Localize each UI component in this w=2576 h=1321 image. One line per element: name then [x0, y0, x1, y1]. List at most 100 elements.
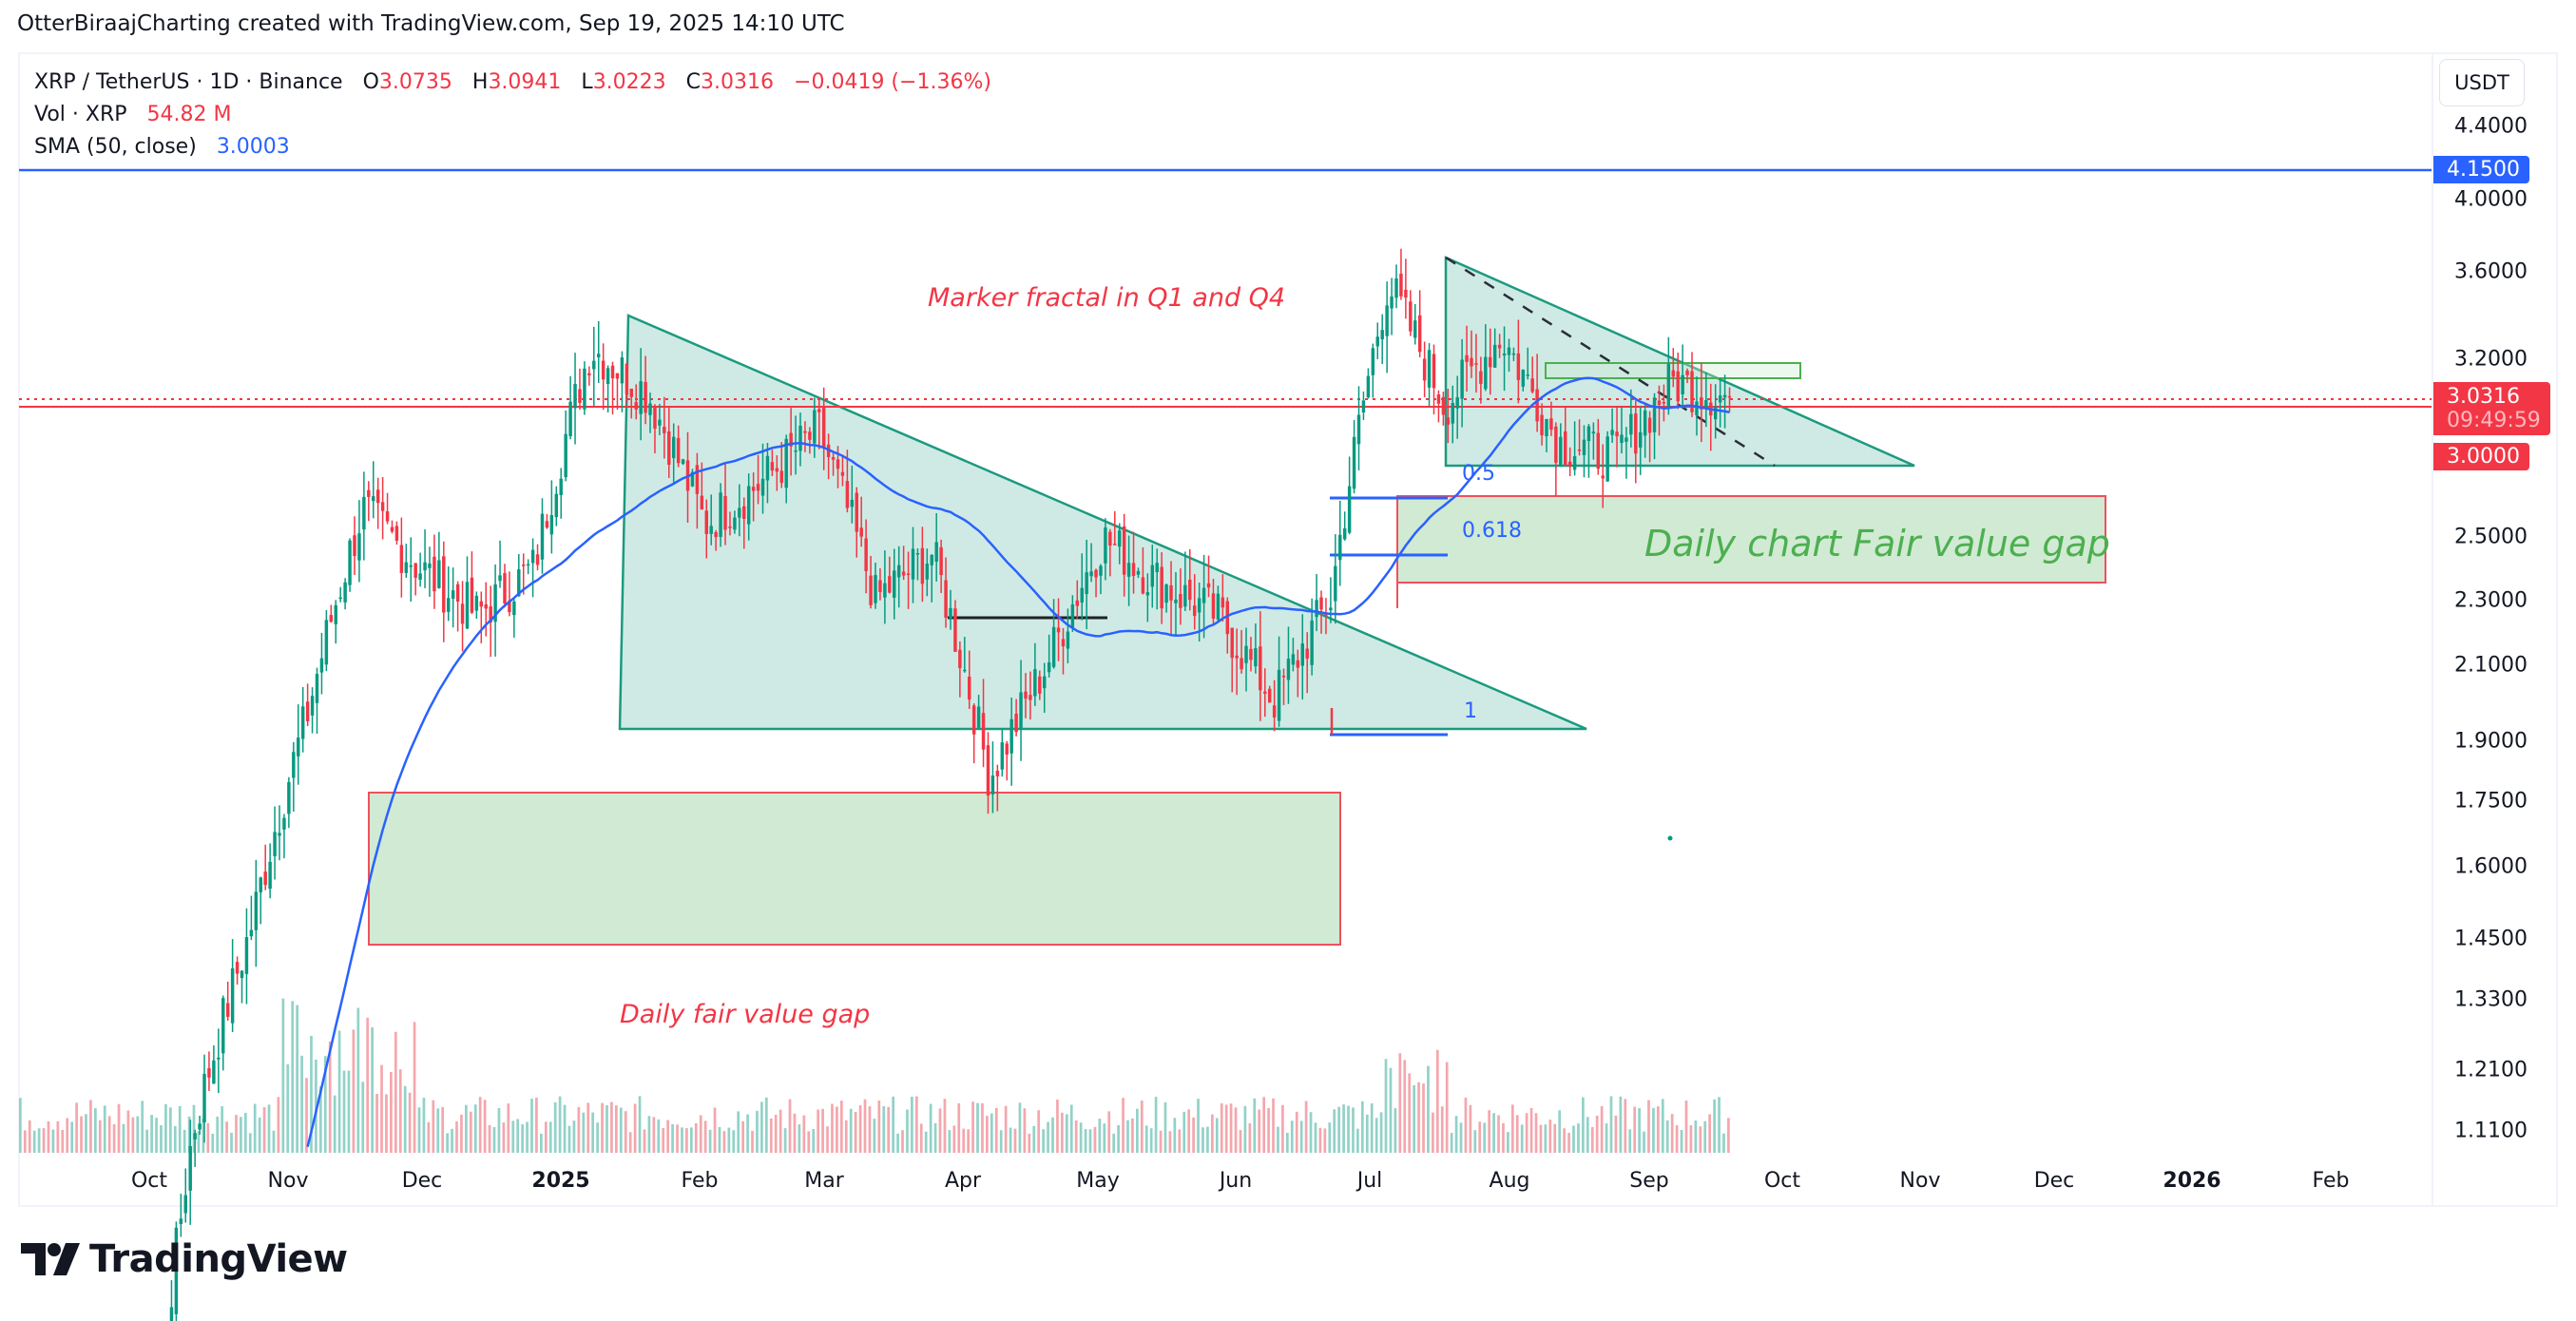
- volume-bar: [1065, 1114, 1068, 1153]
- volume-bar: [1061, 1112, 1064, 1153]
- volume-bar: [1408, 1073, 1412, 1153]
- volume-bar: [1173, 1118, 1177, 1153]
- volume-bar: [933, 1122, 937, 1153]
- candle-body: [1263, 691, 1267, 694]
- candle-body: [1647, 417, 1652, 433]
- volume-bar: [703, 1120, 707, 1153]
- volume-bar: [243, 1113, 247, 1153]
- volume-bar: [56, 1120, 60, 1153]
- currency-button[interactable]: USDT: [2439, 59, 2525, 106]
- volume-bar: [685, 1128, 688, 1153]
- volume-bar: [1243, 1105, 1247, 1153]
- candle-body: [1188, 579, 1192, 601]
- candle-body: [1347, 486, 1352, 533]
- volume-bar: [1187, 1109, 1191, 1153]
- candle-body: [1662, 402, 1666, 404]
- candle-body: [188, 1145, 192, 1191]
- volume-bar: [1600, 1105, 1604, 1153]
- volume-bar: [380, 1064, 383, 1153]
- volume-bar: [1342, 1104, 1345, 1153]
- annotation-marker-fractal[interactable]: Marker fractal in Q1 and Q4: [928, 283, 1286, 313]
- symbol-name[interactable]: XRP / TetherUS · 1D · Binance: [34, 70, 343, 94]
- volume-bar: [230, 1132, 233, 1153]
- candle-body: [1221, 597, 1225, 608]
- volume-bar: [1285, 1133, 1289, 1153]
- candle-body: [676, 437, 681, 464]
- open-key: O: [362, 70, 379, 94]
- candle-body: [620, 357, 625, 384]
- volume-bar: [1510, 1104, 1514, 1153]
- volume-bar: [300, 1055, 303, 1153]
- volume-bar: [296, 1005, 298, 1153]
- candle-body: [1104, 527, 1107, 564]
- legend-sma-row[interactable]: SMA (50, close) 3.0003: [34, 131, 991, 163]
- volume-bar: [614, 1105, 618, 1153]
- open-value: 3.0735: [378, 70, 452, 94]
- candle-body: [1713, 406, 1718, 420]
- candle-body: [319, 658, 324, 673]
- tradingview-wordmark: TradingView: [89, 1237, 348, 1281]
- volume-bar: [394, 1031, 397, 1153]
- volume-bar: [240, 1117, 242, 1153]
- volume-bar: [507, 1103, 510, 1153]
- volume-bar: [708, 1129, 712, 1153]
- volume-bar: [267, 1104, 271, 1153]
- time-tick-label: Feb: [681, 1169, 719, 1193]
- annotation-daily-chart-fvg[interactable]: Daily chart Fair value gap: [1644, 523, 2110, 565]
- candle-body: [535, 554, 540, 565]
- volume-bar: [98, 1120, 102, 1153]
- candle-body: [282, 817, 286, 830]
- candle-body: [1605, 436, 1609, 482]
- candle-body: [1610, 430, 1614, 435]
- volume-bar: [1657, 1106, 1660, 1153]
- candle-body: [1000, 742, 1005, 770]
- volume-bar: [981, 1102, 984, 1153]
- candle-body: [606, 368, 610, 385]
- volume-bar: [769, 1118, 773, 1153]
- candle-body: [995, 771, 1000, 776]
- price-axis-separator: [2432, 52, 2433, 1207]
- candle-body: [372, 496, 375, 502]
- candle-body: [493, 584, 497, 622]
- candle-body: [794, 450, 798, 452]
- candle-body: [821, 406, 826, 449]
- candle-body: [681, 459, 685, 465]
- candle-body: [587, 373, 591, 376]
- legend-symbol-row[interactable]: XRP / TetherUS · 1D · Binance O3.0735 H3…: [34, 67, 991, 99]
- volume-bar: [248, 1133, 252, 1153]
- tradingview-logo[interactable]: TradingView: [21, 1237, 348, 1281]
- volume-bar: [323, 1056, 327, 1153]
- candle-body: [530, 549, 535, 564]
- candle-body: [1126, 563, 1131, 577]
- candle-body: [1685, 370, 1689, 375]
- candle-body: [644, 381, 647, 413]
- volume-bar: [488, 1124, 491, 1153]
- volume-bar: [497, 1108, 501, 1153]
- candle-body: [695, 465, 700, 494]
- candle-body: [559, 478, 563, 495]
- volume-bar: [807, 1131, 811, 1153]
- volume-bar: [1708, 1114, 1712, 1153]
- volume-bar: [1375, 1118, 1378, 1153]
- legend-volume-row[interactable]: Vol · XRP 54.82 M: [34, 99, 991, 131]
- volume-bar: [469, 1111, 472, 1153]
- annotation-daily-fvg[interactable]: Daily fair value gap: [620, 1000, 871, 1029]
- volume-bar: [999, 1130, 1003, 1153]
- volume-bar: [1553, 1123, 1557, 1153]
- candle-body: [1005, 743, 1009, 755]
- candle-body: [963, 669, 967, 672]
- volume-bar: [258, 1117, 261, 1153]
- candle-body: [207, 1068, 211, 1078]
- candle-body: [583, 368, 586, 410]
- candle-body: [1028, 695, 1032, 700]
- candle-body: [1371, 348, 1375, 375]
- candle-body: [484, 603, 488, 609]
- volume-bar: [478, 1097, 482, 1153]
- candle-body: [1366, 375, 1371, 398]
- volume-bar: [286, 1063, 290, 1153]
- volume-bar: [1047, 1121, 1049, 1153]
- candle-body: [1676, 371, 1680, 402]
- volume-bar: [1422, 1083, 1425, 1153]
- volume-bar: [1347, 1105, 1350, 1153]
